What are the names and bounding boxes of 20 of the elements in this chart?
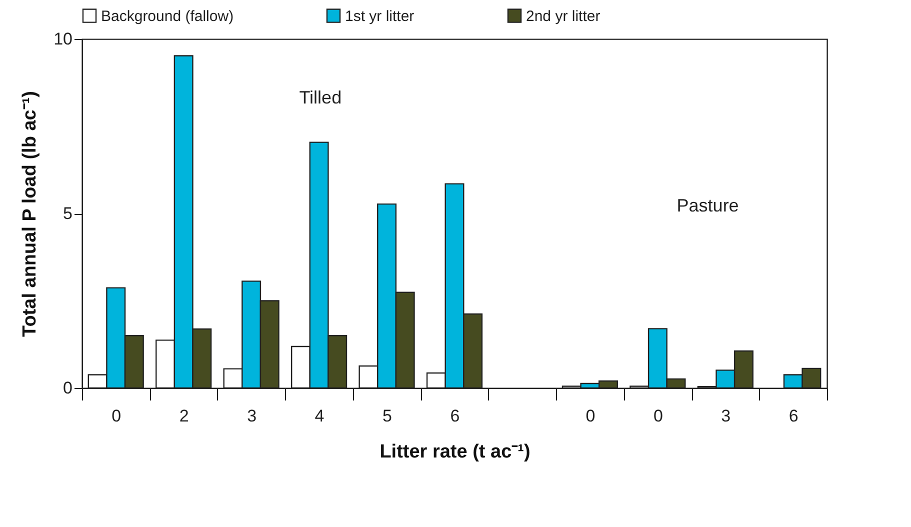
x-tick-label: 6 xyxy=(788,406,798,426)
x-tick-label: 5 xyxy=(382,406,392,426)
y-tick-label: 10 xyxy=(54,30,72,48)
legend-label: 2nd yr litter xyxy=(526,8,600,25)
legend-label: Background (fallow) xyxy=(101,8,234,25)
x-tick-label: 2 xyxy=(179,406,189,426)
x-tick-label: 0 xyxy=(586,406,596,426)
legend-label: 1st yr litter xyxy=(345,8,414,25)
annotation: Tilled xyxy=(299,87,342,108)
y-axis-title: Total annual P load (lb ac⁻¹) xyxy=(20,91,41,337)
x-axis-title: Litter rate (t ac⁻¹) xyxy=(380,442,530,462)
x-tick-label: 4 xyxy=(314,406,324,426)
x-tick-label: 6 xyxy=(450,406,460,426)
x-tick-label: 3 xyxy=(721,406,731,426)
y-tick-label: 5 xyxy=(63,204,72,223)
x-tick-label: 3 xyxy=(247,406,257,426)
x-tick-label: 0 xyxy=(112,406,122,426)
x-tick-label: 0 xyxy=(653,406,663,426)
annotation: Pasture xyxy=(676,196,739,216)
y-tick-label: 0 xyxy=(63,378,72,398)
